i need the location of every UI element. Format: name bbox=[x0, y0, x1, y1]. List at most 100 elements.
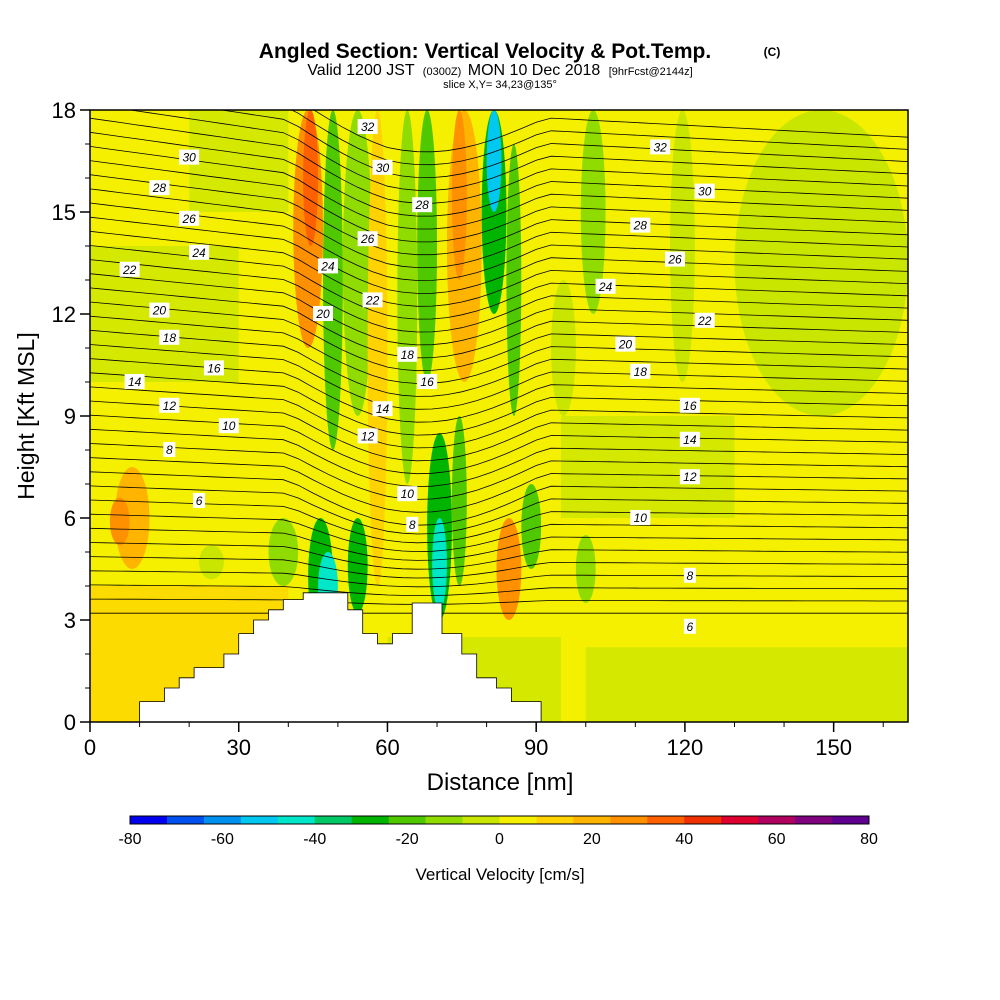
isotherm-line bbox=[90, 400, 908, 462]
colorbar-segment bbox=[351, 816, 390, 824]
colorbar-segment bbox=[277, 816, 316, 824]
isotherm-label-bg bbox=[317, 258, 338, 274]
velocity-cell bbox=[670, 110, 695, 382]
colorbar-segment bbox=[795, 816, 833, 824]
isotherm-label: 24 bbox=[189, 244, 210, 260]
plot-area: 3230282624222018161412108630282624222018… bbox=[89, 109, 909, 723]
velocity-field bbox=[109, 110, 908, 634]
x-tick-label: 30 bbox=[226, 735, 250, 760]
colorbar-segment bbox=[758, 816, 796, 824]
x-axis: 0 30 60 90 120 150 bbox=[84, 722, 884, 760]
isotherm-label-text: 6 bbox=[687, 620, 694, 634]
velocity-cell bbox=[323, 110, 343, 450]
isotherm-label-bg bbox=[694, 312, 715, 328]
isotherm-label-text: 22 bbox=[697, 314, 712, 328]
isotherm-label: 24 bbox=[595, 278, 616, 294]
subtitle-utc: (0300Z) bbox=[423, 66, 462, 78]
isotherm-label: 10 bbox=[630, 510, 651, 525]
isotherm-line bbox=[90, 428, 908, 488]
isotherm-line bbox=[127, 110, 908, 191]
y-axis: 0 3 6 9 12 15 18 bbox=[52, 98, 90, 735]
velocity-cell bbox=[451, 416, 467, 586]
isotherm-label: 28 bbox=[630, 217, 651, 233]
isotherm-label-bg bbox=[630, 217, 651, 233]
isotherm-label-text: 20 bbox=[618, 338, 633, 352]
isotherm-label-bg bbox=[683, 618, 696, 634]
isotherm-label: 16 bbox=[417, 374, 438, 389]
velocity-cell bbox=[199, 545, 224, 580]
isotherm-label-bg bbox=[357, 119, 378, 134]
isotherm-label-bg bbox=[163, 442, 176, 457]
isotherm-line bbox=[90, 202, 908, 281]
colorbar-segment bbox=[721, 816, 759, 824]
isotherm-label: 14 bbox=[679, 431, 700, 447]
y-tick-label: 18 bbox=[52, 98, 76, 123]
isotherm-line bbox=[90, 358, 908, 423]
colorbar-tick-label: 60 bbox=[768, 831, 786, 848]
isotherm-label-text: 10 bbox=[401, 487, 415, 501]
x-tick-label: 90 bbox=[524, 735, 548, 760]
velocity-cell bbox=[506, 144, 522, 416]
isotherm-label-bg bbox=[679, 431, 700, 447]
isotherm-label-bg bbox=[357, 231, 378, 247]
x-axis-label: Distance [nm] bbox=[427, 769, 574, 796]
isotherm-label-bg bbox=[179, 210, 200, 226]
slice-text: slice X,Y= 34,23@135° bbox=[443, 79, 557, 91]
colorbar-tick-label: -60 bbox=[211, 831, 234, 848]
isotherm-label: 10 bbox=[218, 418, 239, 434]
colorbar-tick-label: -20 bbox=[396, 831, 419, 848]
chart-title: Angled Section: Vertical Velocity & Pot.… bbox=[259, 40, 711, 63]
isotherm-label: 32 bbox=[650, 139, 671, 155]
isotherm-line bbox=[90, 443, 908, 500]
colorbar-segment bbox=[425, 816, 464, 824]
isotherm-label-bg bbox=[397, 346, 418, 362]
isotherm-label-bg bbox=[650, 139, 671, 155]
isotherm-label: 26 bbox=[664, 251, 685, 267]
colorbar-segment bbox=[314, 816, 353, 824]
isotherm-label-text: 20 bbox=[315, 307, 330, 321]
isotherm-label: 22 bbox=[694, 312, 715, 328]
x-tick-label: 0 bbox=[84, 735, 96, 760]
colorbar-tick-label: 0 bbox=[495, 831, 504, 848]
isotherm-label-text: 18 bbox=[163, 331, 177, 345]
isotherm-label-text: 26 bbox=[360, 232, 375, 246]
colorbar-segment bbox=[610, 816, 648, 824]
colorbar-segment bbox=[240, 816, 279, 824]
isotherm-label: 12 bbox=[159, 397, 180, 413]
isotherm-label-text: 10 bbox=[634, 511, 648, 525]
isotherm-label-text: 28 bbox=[633, 219, 648, 233]
isotherm-label-bg bbox=[193, 493, 206, 508]
isotherm-line bbox=[90, 527, 908, 561]
velocity-cell bbox=[486, 110, 502, 212]
isotherm-label: 22 bbox=[119, 261, 140, 277]
velocity-cell bbox=[347, 518, 368, 614]
subtitle-valid: Valid 1200 JST bbox=[307, 62, 415, 79]
velocity-cell bbox=[451, 110, 467, 280]
isotherm-line bbox=[90, 230, 908, 307]
colorbar-frame bbox=[129, 815, 870, 825]
isotherm-label-bg bbox=[630, 510, 651, 525]
colorbar: -80 -60 -40 -20 0 20 40 60 80 bbox=[118, 815, 878, 848]
isotherm-line bbox=[90, 117, 908, 204]
isotherm-line bbox=[90, 499, 908, 544]
isotherm-label: 6 bbox=[683, 618, 696, 634]
isotherm-label-bg bbox=[203, 360, 224, 376]
isotherm-label-bg bbox=[159, 397, 180, 413]
isotherm-labels: 3230282624222018161412108630282624222018… bbox=[119, 119, 715, 634]
isotherm-label-text: 14 bbox=[376, 402, 390, 416]
isotherm-line bbox=[90, 273, 908, 346]
isotherm-line bbox=[90, 584, 908, 597]
isotherm-line bbox=[90, 160, 908, 243]
isotherm-label-text: 24 bbox=[598, 280, 613, 294]
isotherm-label-bg bbox=[397, 486, 418, 502]
isotherm-label: 6 bbox=[193, 493, 206, 508]
isotherm-label-bg bbox=[694, 183, 715, 199]
isotherm-label-bg bbox=[189, 244, 210, 260]
isotherm-label-bg bbox=[679, 397, 700, 413]
isotherm-label-bg bbox=[595, 278, 616, 294]
isotherm-line bbox=[90, 146, 908, 230]
colorbar-segment bbox=[832, 816, 870, 824]
isotherm-label-text: 6 bbox=[196, 494, 203, 508]
isotherm-label-text: 18 bbox=[634, 365, 648, 379]
isotherm-label-text: 30 bbox=[182, 151, 196, 165]
